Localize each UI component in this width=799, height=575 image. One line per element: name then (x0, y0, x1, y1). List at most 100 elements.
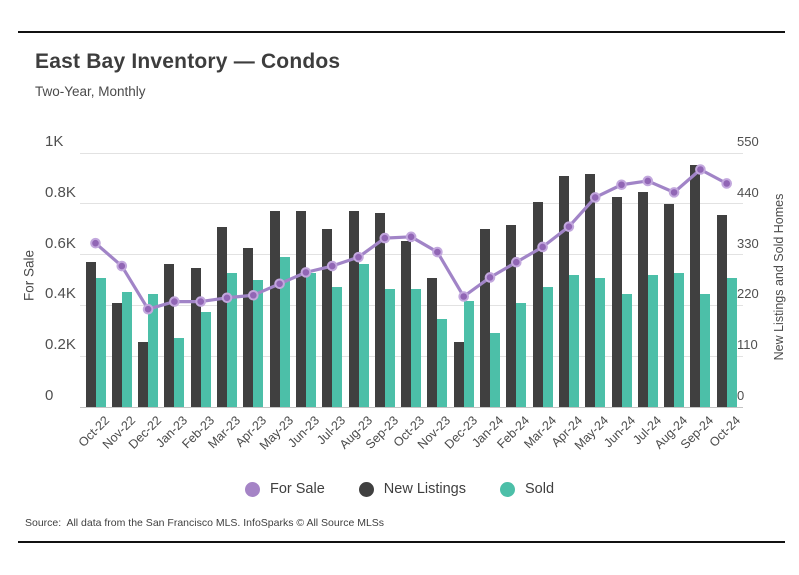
bar-sold (490, 333, 500, 407)
bar-sold (279, 256, 290, 407)
gridline (80, 152, 743, 154)
inventory-chart: For Sale New Listings and Sold Homes 0 0 0… (21, 134, 787, 453)
bar-sold (568, 275, 579, 407)
for-sale-point: May-24 · For Sale: 825 (589, 192, 601, 203)
for-sale-point: Jan-24 · For Sale: 510 (484, 272, 496, 283)
bar-sold (227, 273, 237, 407)
bar-new-listings (558, 176, 569, 407)
bar-new-listings (111, 303, 122, 407)
bar-sold (411, 289, 422, 407)
gridline (80, 203, 743, 205)
legend-label-new-listings: New Listings (383, 481, 466, 497)
bar-sold (647, 275, 658, 407)
bar-sold (121, 291, 132, 407)
legend-label-sold: Sold (524, 481, 555, 497)
for-sale-swatch-icon (244, 481, 260, 497)
bar-new-listings (164, 263, 175, 407)
for-sale-point: Sep-24 · For Sale: 935 (695, 164, 706, 175)
for-sale-point: Nov-23 · For Sale: 610 (432, 246, 443, 258)
for-sale-point: Aug-24 · For Sale: 845 (668, 187, 680, 198)
bar-new-listings (243, 247, 254, 407)
bar-new-listings (480, 229, 490, 407)
for-sale-point: Jul-23 · For Sale: 555 (326, 260, 338, 272)
legend-item-sold[interactable]: Sold (499, 481, 555, 497)
bar-sold (621, 293, 632, 407)
x-axis-line (80, 406, 743, 408)
for-sale-line-layer: Oct-22 · For Sale: 645 Nov-22 · For Sale:… (90, 164, 733, 315)
bar-new-listings (322, 229, 333, 407)
bar-new-listings (664, 203, 675, 407)
left-axis-tick-label: 0.4K (45, 285, 76, 303)
bar-new-listings (374, 213, 385, 407)
bar-sold (437, 319, 448, 407)
legend-item-for-sale[interactable]: For Sale (244, 481, 325, 497)
bar-new-listings (295, 210, 306, 407)
bar-sold (726, 277, 737, 407)
bar-sold (200, 312, 211, 407)
right-axis-tick-label: 0 (737, 388, 745, 403)
chart-legend: For Sale New Listings Sold (0, 481, 799, 497)
for-sale-point: Oct-23 · For Sale: 670 (405, 231, 417, 243)
left-axis-tick-label: 0.2K (45, 336, 76, 354)
bar-new-listings (85, 261, 96, 407)
left-axis-tick-label: 0 (45, 387, 54, 404)
for-sale-point: Mar-23 · For Sale: 430 (221, 292, 233, 304)
bar-sold (595, 277, 606, 407)
bar-sold (358, 263, 369, 407)
for-sale-point: Sep-23 · For Sale: 665 (379, 232, 391, 244)
for-sale-point: Jun-23 · For Sale: 530 (300, 267, 312, 278)
bar-sold (384, 289, 395, 407)
bar-new-listings (611, 196, 622, 407)
bar-sold (253, 280, 264, 407)
right-axis-title: New Listings and Sold Homes (772, 193, 786, 361)
right-axis-tick-label: 330 (737, 235, 759, 251)
for-sale-point: Feb-23 · For Sale: 415 (195, 296, 206, 307)
bar-new-listings (217, 226, 227, 407)
for-sale-point: Mar-24 · For Sale: 630 (537, 241, 548, 253)
bar-new-listings (585, 173, 596, 407)
right-axis-tick-label: 550 (737, 134, 759, 149)
legend-item-new-listings[interactable]: New Listings (358, 481, 466, 497)
for-sale-point: Oct-22 · For Sale: 645 (90, 237, 101, 249)
for-sale-point: Dec-22 · For Sale: 385 (142, 303, 154, 315)
bar-sold (542, 286, 553, 407)
left-axis-tick-label: 0.8K (45, 183, 76, 201)
bar-new-listings (348, 210, 359, 407)
right-axis-tick-label: 110 (737, 337, 758, 353)
for-sale-point: Jul-24 · For Sale: 890 (642, 175, 654, 187)
bar-new-listings (401, 240, 412, 407)
bar-new-listings (506, 224, 517, 407)
bar-sold (463, 300, 474, 407)
plot-area: Oct-22 · For Sale: 645 Nov-22 · For Sale:… (80, 152, 743, 408)
for-sale-point: Aug-23 · For Sale: 590 (353, 251, 364, 263)
for-sale-point: Apr-24 · For Sale: 710 (563, 221, 575, 232)
gridline (80, 254, 743, 256)
bar-sold (148, 293, 159, 407)
sold-swatch-icon (499, 481, 515, 497)
left-axis-tick-label: 0.6K (45, 234, 76, 252)
bar-new-listings (532, 201, 543, 407)
page-title: East Bay Inventory — Condos (35, 50, 341, 73)
for-sale-point: Dec-23 · For Sale: 435 (458, 291, 470, 302)
source-note: Source: All data from the San Francisco … (25, 517, 385, 529)
for-sale-point: Nov-22 · For Sale: 555 (116, 260, 128, 272)
bar-sold (674, 273, 685, 407)
bar-new-listings (269, 210, 280, 407)
for-sale-point: Feb-24 · For Sale: 570 (511, 256, 522, 268)
left-axis-title: For Sale (21, 249, 37, 302)
bar-new-listings (190, 268, 201, 407)
bar-sold (700, 293, 711, 407)
for-sale-point: Jan-23 · For Sale: 415 (169, 296, 180, 307)
bar-sold (332, 286, 343, 407)
bar-new-listings (716, 215, 727, 407)
bar-new-listings (690, 164, 701, 407)
for-sale-point: Apr-23 · For Sale: 440 (248, 289, 259, 301)
legend-label-for-sale: For Sale (269, 481, 325, 497)
bar-new-listings (637, 192, 648, 407)
bar-new-listings (453, 342, 464, 407)
top-rule (18, 31, 785, 33)
bar-new-listings (427, 277, 438, 407)
bar-new-listings (138, 342, 149, 407)
bar-sold (305, 273, 316, 407)
bar-sold (95, 277, 106, 407)
